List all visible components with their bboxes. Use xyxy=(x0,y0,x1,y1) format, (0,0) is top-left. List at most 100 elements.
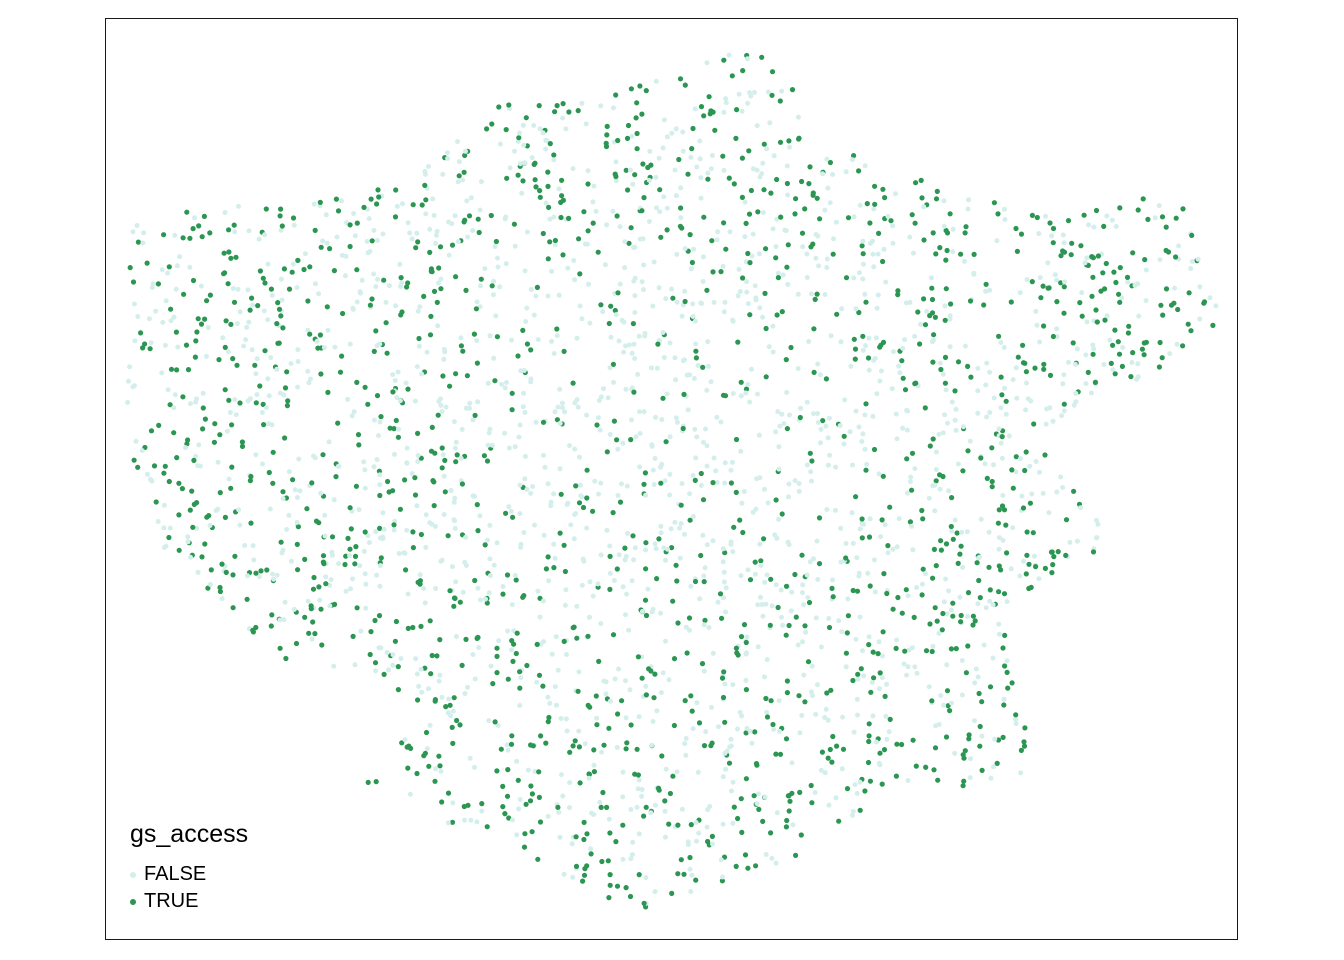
point-false xyxy=(744,725,750,731)
point-false xyxy=(982,461,988,467)
point-true xyxy=(445,533,451,539)
point-true xyxy=(864,201,870,207)
point-false xyxy=(693,455,699,461)
point-false xyxy=(552,409,558,415)
point-false xyxy=(350,576,355,582)
point-true xyxy=(643,540,649,546)
point-false xyxy=(1045,260,1051,266)
point-true xyxy=(191,457,197,463)
point-false xyxy=(991,764,996,770)
point-true xyxy=(709,740,715,746)
point-true xyxy=(476,229,482,236)
point-true xyxy=(962,748,968,754)
point-true xyxy=(268,286,274,292)
point-true xyxy=(1034,214,1040,221)
point-true xyxy=(484,824,490,830)
point-false xyxy=(435,280,441,286)
point-false xyxy=(365,533,371,539)
point-false xyxy=(975,410,981,416)
point-false xyxy=(739,108,745,114)
point-false xyxy=(426,686,431,692)
point-false xyxy=(730,779,736,785)
point-false xyxy=(518,675,524,681)
point-false xyxy=(721,595,726,601)
point-true xyxy=(1130,350,1136,356)
point-false xyxy=(398,656,404,662)
legend-label-true: TRUE xyxy=(144,890,199,912)
point-false xyxy=(988,775,994,781)
point-false xyxy=(571,536,577,542)
point-true xyxy=(830,251,836,257)
point-true xyxy=(221,271,227,277)
point-true xyxy=(398,275,404,281)
point-false xyxy=(629,350,635,356)
point-false xyxy=(1027,463,1033,469)
point-false xyxy=(1188,266,1194,271)
point-false xyxy=(161,545,167,550)
point-true xyxy=(669,545,675,551)
point-false xyxy=(944,662,950,668)
point-false xyxy=(824,507,830,512)
point-false xyxy=(678,215,684,221)
point-false xyxy=(1046,510,1052,516)
point-false xyxy=(1091,346,1097,352)
point-false xyxy=(1000,493,1006,498)
point-true xyxy=(260,275,266,281)
point-true xyxy=(623,746,629,752)
point-false xyxy=(658,690,664,696)
point-false xyxy=(617,281,623,287)
point-false xyxy=(770,349,776,355)
point-true xyxy=(949,495,955,501)
point-true xyxy=(614,566,620,572)
point-true xyxy=(374,201,380,207)
point-false xyxy=(374,457,380,463)
point-true xyxy=(705,176,711,182)
point-true xyxy=(775,275,782,281)
point-false xyxy=(830,172,836,177)
point-true xyxy=(355,432,362,438)
point-true xyxy=(1163,286,1170,292)
point-false xyxy=(565,265,571,271)
point-false xyxy=(687,866,693,872)
point-true xyxy=(763,695,769,702)
point-true xyxy=(335,420,341,426)
point-false xyxy=(596,398,602,403)
point-true xyxy=(1010,485,1016,491)
point-true xyxy=(702,617,708,624)
point-true xyxy=(353,544,359,550)
point-false xyxy=(487,556,493,562)
point-false xyxy=(397,261,403,267)
point-false xyxy=(739,500,745,506)
point-false xyxy=(825,435,831,441)
point-true xyxy=(247,307,253,313)
point-false xyxy=(724,748,730,754)
point-true xyxy=(257,268,263,274)
point-false xyxy=(900,345,906,351)
point-false xyxy=(1018,456,1023,462)
point-true xyxy=(1093,307,1099,313)
point-false xyxy=(249,347,255,353)
point-true xyxy=(667,790,674,797)
point-true xyxy=(560,101,566,107)
point-false xyxy=(753,297,759,303)
point-true xyxy=(867,583,873,589)
point-true xyxy=(161,232,167,238)
point-true xyxy=(834,311,840,317)
point-false xyxy=(509,647,514,653)
point-true xyxy=(253,570,259,576)
point-true xyxy=(912,220,918,226)
point-false xyxy=(458,455,464,461)
point-true xyxy=(1130,250,1136,256)
point-true xyxy=(573,483,579,489)
point-true xyxy=(606,320,612,327)
point-true xyxy=(1029,212,1035,218)
point-false xyxy=(367,248,373,254)
point-true xyxy=(453,459,459,465)
point-false xyxy=(393,303,398,309)
point-false xyxy=(860,431,866,437)
point-true xyxy=(283,655,289,662)
point-true xyxy=(318,606,324,612)
point-true xyxy=(1092,379,1098,385)
point-true xyxy=(593,693,599,699)
point-true xyxy=(284,403,290,409)
